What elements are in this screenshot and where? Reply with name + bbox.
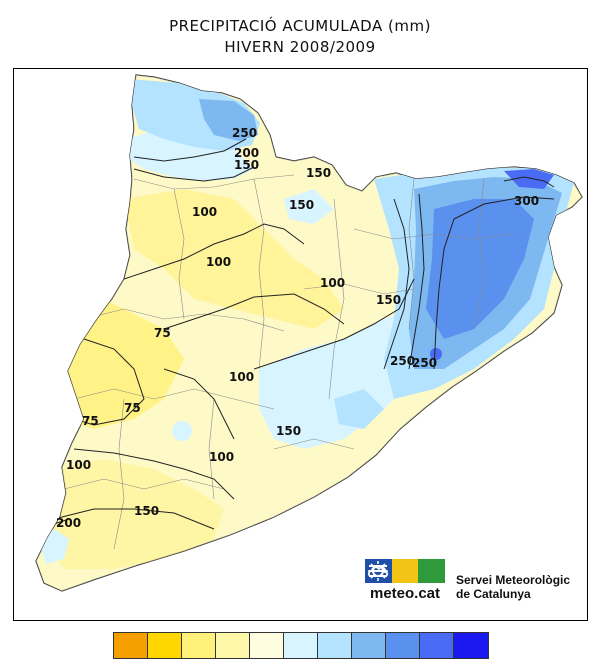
isoline-label: 100 xyxy=(66,458,91,472)
legend-swatch xyxy=(454,633,488,658)
logo-text: meteo.cat xyxy=(369,585,441,602)
legend-swatch xyxy=(182,633,216,658)
zone-300-spot xyxy=(430,348,442,360)
legend-swatch xyxy=(250,633,284,658)
legend-swatch xyxy=(352,633,386,658)
isoline-label: 100 xyxy=(320,276,345,290)
isoline-label: 150 xyxy=(376,293,401,307)
legend-swatch xyxy=(148,633,182,658)
map-subtitle: HIVERN 2008/2009 xyxy=(224,38,376,56)
legend-swatch xyxy=(318,633,352,658)
zone-200-250-coast xyxy=(334,389,384,429)
zone-150-200-central xyxy=(284,189,334,224)
county-boundaries xyxy=(63,174,515,550)
isoline-label: 150 xyxy=(276,424,301,438)
isoline-label: 150 xyxy=(134,504,159,518)
isoline-label: 250 xyxy=(412,356,437,370)
zone-100-south xyxy=(44,459,224,569)
isoline-labels: 75 75 75 100 100 100 100 100 100 150 150… xyxy=(56,126,539,530)
color-legend xyxy=(113,632,489,659)
isoline-label: 200 xyxy=(234,146,259,160)
legend-swatch xyxy=(216,633,250,658)
legend-swatch xyxy=(386,633,420,658)
legend-swatch xyxy=(420,633,454,658)
precipitation-fields xyxy=(36,75,582,591)
map-canvas: 75 75 75 100 100 100 100 100 100 150 150… xyxy=(35,74,583,592)
isoline-label: 75 xyxy=(154,326,171,340)
isoline-label: 250 xyxy=(390,354,415,368)
isoline-label: 150 xyxy=(234,158,259,172)
isoline-label: 150 xyxy=(289,198,314,212)
cloud-icon xyxy=(367,559,446,583)
zone-250-north xyxy=(199,99,258,141)
zone-300-east xyxy=(504,169,554,189)
isoline-label: 100 xyxy=(192,205,217,219)
sun-icon xyxy=(368,559,419,583)
zone-150-200-spot xyxy=(172,421,192,441)
precipitation-map: 75 75 75 100 100 100 100 100 100 150 150… xyxy=(13,68,588,621)
zone-250-300-east xyxy=(426,199,534,339)
isoline-label: 250 xyxy=(232,126,257,140)
isoline-label: 100 xyxy=(209,450,234,464)
isolines xyxy=(43,138,555,540)
meteocat-logo: meteo.cat xyxy=(365,559,446,611)
legend-swatch xyxy=(284,633,318,658)
isoline-label: 200 xyxy=(56,516,81,530)
logo-icon-strip xyxy=(365,559,446,583)
isoline-label: 300 xyxy=(514,194,539,208)
service-name: Servei Meteorològic de Catalunya xyxy=(456,573,571,601)
map-title: PRECIPITACIÓ ACUMULADA (mm) xyxy=(169,17,431,35)
isoline-label: 100 xyxy=(229,370,254,384)
legend-swatch xyxy=(114,633,148,658)
zone-150-200-north xyxy=(124,129,254,181)
isoline-label: 75 xyxy=(124,401,141,415)
isoline-label: 75 xyxy=(82,414,99,428)
isoline-label: 100 xyxy=(206,255,231,269)
zone-150-200-spot xyxy=(507,294,521,308)
isoline-label: 150 xyxy=(306,166,331,180)
